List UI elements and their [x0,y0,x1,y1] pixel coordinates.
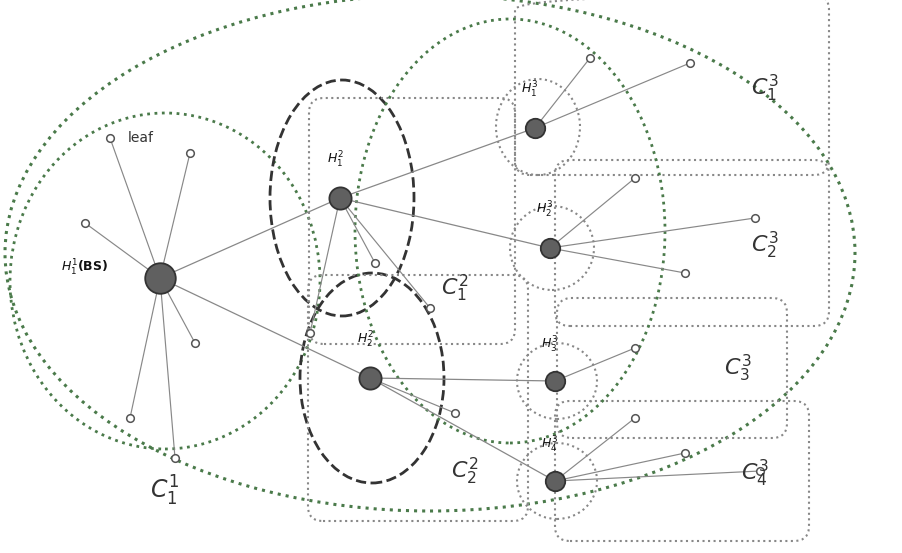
Text: $H_1^3$: $H_1^3$ [520,80,538,100]
Text: $C_1^2$: $C_1^2$ [441,273,468,304]
Text: $H_1^2$: $H_1^2$ [327,150,343,170]
Text: $C_3^3$: $C_3^3$ [723,352,751,384]
Text: $C_4^3$: $C_4^3$ [741,457,768,489]
Text: $H_2^3$: $H_2^3$ [536,200,553,220]
Text: $C_2^3$: $C_2^3$ [750,229,778,260]
Text: $C_1^1$: $C_1^1$ [151,474,179,508]
Text: $C_1^3$: $C_1^3$ [750,72,778,103]
Text: $C_2^2$: $C_2^2$ [451,456,478,487]
Text: $H_3^3$: $H_3^3$ [541,335,558,355]
Text: leaf: leaf [128,131,154,145]
Text: $H_1^1$(BS): $H_1^1$(BS) [61,258,108,278]
Text: $H_4^3$: $H_4^3$ [541,435,558,455]
Text: $H_2^2$: $H_2^2$ [356,330,373,350]
